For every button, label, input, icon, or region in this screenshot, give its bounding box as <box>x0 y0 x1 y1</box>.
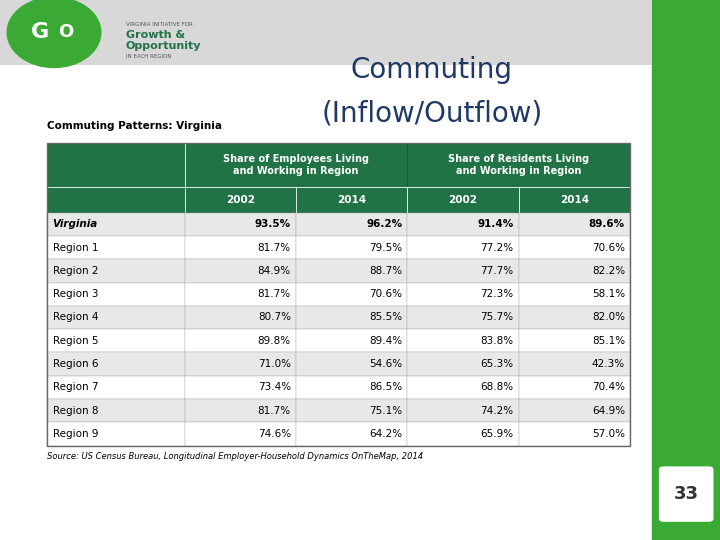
Text: 89.4%: 89.4% <box>369 336 402 346</box>
Text: 81.7%: 81.7% <box>258 289 291 299</box>
Text: 93.5%: 93.5% <box>255 219 291 230</box>
Text: 57.0%: 57.0% <box>592 429 625 439</box>
Text: 84.9%: 84.9% <box>258 266 291 276</box>
Text: Region 2: Region 2 <box>53 266 98 276</box>
Text: 65.9%: 65.9% <box>480 429 513 439</box>
Text: 75.1%: 75.1% <box>369 406 402 416</box>
Text: 65.3%: 65.3% <box>480 359 513 369</box>
Text: 73.4%: 73.4% <box>258 382 291 393</box>
Text: Virginia: Virginia <box>53 219 98 230</box>
Text: 82.2%: 82.2% <box>592 266 625 276</box>
Text: 2014: 2014 <box>337 195 366 205</box>
Text: 42.3%: 42.3% <box>592 359 625 369</box>
Text: (Inflow/Outflow): (Inflow/Outflow) <box>321 99 543 127</box>
Text: 71.0%: 71.0% <box>258 359 291 369</box>
Text: 2002: 2002 <box>449 195 477 205</box>
Text: 80.7%: 80.7% <box>258 313 291 322</box>
Text: 70.6%: 70.6% <box>592 242 625 253</box>
Text: Commuting Patterns: Virginia: Commuting Patterns: Virginia <box>47 121 222 131</box>
Text: 88.7%: 88.7% <box>369 266 402 276</box>
Text: VIRGINIA INITIATIVE FOR: VIRGINIA INITIATIVE FOR <box>126 22 193 27</box>
Text: Source: US Census Bureau, Longitudinal Employer-Household Dynamics OnTheMap, 201: Source: US Census Bureau, Longitudinal E… <box>47 452 423 461</box>
Text: 70.6%: 70.6% <box>369 289 402 299</box>
Text: 2002: 2002 <box>226 195 255 205</box>
Text: 68.8%: 68.8% <box>480 382 513 393</box>
Text: G: G <box>30 22 49 43</box>
Text: 96.2%: 96.2% <box>366 219 402 230</box>
Text: O: O <box>58 23 74 42</box>
Text: 85.1%: 85.1% <box>592 336 625 346</box>
Text: Share of Employees Living
and Working in Region: Share of Employees Living and Working in… <box>223 154 369 176</box>
Text: Region 7: Region 7 <box>53 382 98 393</box>
Text: 81.7%: 81.7% <box>258 406 291 416</box>
Text: 77.7%: 77.7% <box>480 266 513 276</box>
Text: 74.2%: 74.2% <box>480 406 513 416</box>
Text: Opportunity: Opportunity <box>126 41 202 51</box>
Text: 83.8%: 83.8% <box>480 336 513 346</box>
Text: 91.4%: 91.4% <box>477 219 513 230</box>
Text: 89.6%: 89.6% <box>589 219 625 230</box>
Text: Region 3: Region 3 <box>53 289 98 299</box>
Text: 70.4%: 70.4% <box>592 382 625 393</box>
Text: 75.7%: 75.7% <box>480 313 513 322</box>
Text: 72.3%: 72.3% <box>480 289 513 299</box>
Text: IN EACH REGION: IN EACH REGION <box>126 54 171 59</box>
Text: 79.5%: 79.5% <box>369 242 402 253</box>
Text: 33: 33 <box>674 485 698 503</box>
Text: 82.0%: 82.0% <box>592 313 625 322</box>
Text: Share of Residents Living
and Working in Region: Share of Residents Living and Working in… <box>448 154 589 176</box>
Text: VIRGINIA: VIRGINIA <box>35 58 73 66</box>
Text: Region 4: Region 4 <box>53 313 98 322</box>
Text: Growth &: Growth & <box>126 30 185 40</box>
Text: 54.6%: 54.6% <box>369 359 402 369</box>
Text: Region 9: Region 9 <box>53 429 98 439</box>
Text: Region 1: Region 1 <box>53 242 98 253</box>
Text: 2014: 2014 <box>559 195 589 205</box>
Text: Commuting: Commuting <box>351 56 513 84</box>
Text: Region 8: Region 8 <box>53 406 98 416</box>
Text: 81.7%: 81.7% <box>258 242 291 253</box>
Text: 89.8%: 89.8% <box>258 336 291 346</box>
Text: 64.9%: 64.9% <box>592 406 625 416</box>
Text: 77.2%: 77.2% <box>480 242 513 253</box>
Text: Region 5: Region 5 <box>53 336 98 346</box>
Text: 58.1%: 58.1% <box>592 289 625 299</box>
Text: Region 6: Region 6 <box>53 359 98 369</box>
Text: 85.5%: 85.5% <box>369 313 402 322</box>
Text: 74.6%: 74.6% <box>258 429 291 439</box>
Text: 86.5%: 86.5% <box>369 382 402 393</box>
Text: 64.2%: 64.2% <box>369 429 402 439</box>
